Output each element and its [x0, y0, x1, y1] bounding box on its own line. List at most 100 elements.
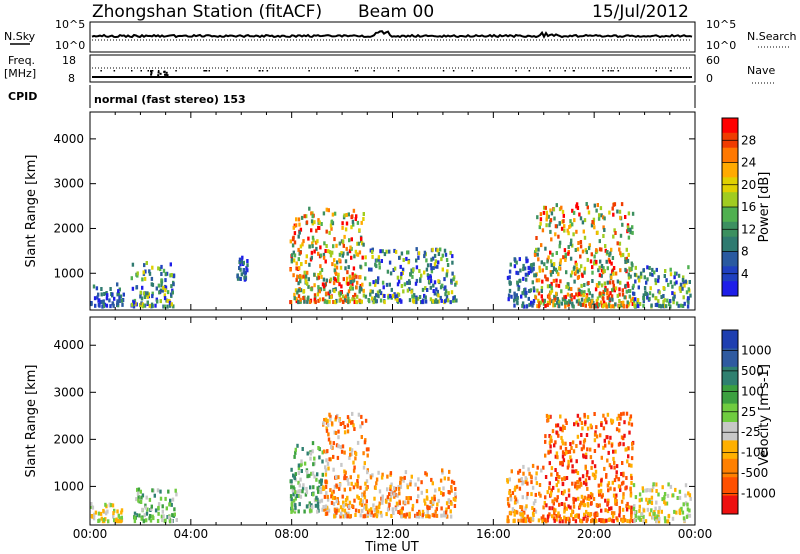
range-cell [604, 443, 607, 448]
colorbar-swatch [722, 207, 738, 223]
range-cell [94, 303, 97, 308]
range-cell [360, 220, 363, 225]
range-cell [645, 497, 648, 502]
range-cell [339, 505, 343, 510]
range-cell [350, 237, 353, 242]
range-cell [686, 502, 689, 507]
range-cell [525, 504, 528, 509]
range-cell [605, 473, 608, 477]
range-cell [400, 251, 404, 256]
range-cell [655, 296, 658, 301]
range-cell [339, 445, 342, 450]
range-cell [657, 299, 660, 304]
range-cell [293, 292, 296, 297]
range-cell [427, 505, 431, 510]
range-cell [542, 301, 546, 306]
range-cell [603, 216, 606, 221]
range-cell [369, 475, 373, 480]
range-cell [629, 274, 632, 279]
range-cell [417, 486, 420, 491]
range-cell [455, 298, 458, 303]
range-cell [551, 252, 554, 257]
range-cell [335, 243, 338, 248]
range-cell [431, 513, 434, 518]
range-cell [591, 265, 594, 270]
range-cell [369, 292, 372, 297]
range-cell [396, 493, 399, 498]
range-cell [157, 511, 160, 516]
range-cell [632, 483, 636, 488]
range-cell [347, 481, 350, 486]
range-cell [513, 295, 516, 299]
freq-dot [549, 70, 551, 72]
range-cell [313, 249, 316, 254]
range-cell [616, 416, 619, 421]
range-cell [325, 300, 329, 305]
range-cell [609, 435, 612, 440]
range-cell [299, 297, 302, 302]
range-cell [132, 304, 136, 309]
range-cell [440, 257, 443, 262]
range-cell [515, 270, 518, 275]
range-cell [615, 516, 618, 521]
range-cell [536, 288, 539, 293]
range-cell [597, 216, 601, 221]
range-cell [561, 441, 565, 446]
range-cell [568, 519, 571, 524]
range-cell [452, 298, 455, 303]
range-cell [610, 465, 613, 470]
range-cell [353, 297, 356, 302]
range-cell [555, 476, 558, 481]
range-cell [292, 485, 295, 490]
range-cell [347, 300, 350, 305]
range-cell [346, 270, 349, 275]
range-cell [440, 513, 443, 518]
range-cell [613, 487, 616, 492]
range-cell [375, 258, 378, 263]
range-cell [368, 299, 371, 304]
range-cell [588, 301, 591, 306]
range-cell [550, 263, 553, 268]
range-cell [630, 422, 634, 427]
range-cell [364, 481, 367, 486]
range-cell [616, 293, 619, 298]
range-cell [618, 422, 621, 426]
range-cell [586, 496, 589, 501]
range-cell [403, 282, 407, 287]
beam-label: Beam 00 [358, 2, 434, 22]
range-cell [308, 206, 311, 211]
range-cell [584, 303, 587, 308]
y-tick-label: 2000 [53, 221, 84, 235]
range-cell [343, 474, 347, 479]
range-cell [624, 486, 627, 491]
range-cell [506, 497, 510, 502]
range-cell [366, 510, 370, 515]
range-cell [603, 438, 606, 443]
range-cell [622, 515, 626, 519]
range-cell [307, 277, 310, 282]
range-cell [552, 300, 555, 305]
range-cell [425, 472, 428, 477]
range-cell [148, 303, 151, 308]
range-cell [297, 281, 300, 286]
range-cell [290, 259, 293, 264]
range-cell [142, 270, 145, 275]
freq-dot [166, 74, 169, 77]
range-cell [539, 300, 543, 305]
range-cell [510, 469, 513, 474]
range-cell [631, 446, 634, 451]
range-cell [618, 513, 621, 518]
range-cell [549, 272, 553, 277]
range-cell [551, 270, 554, 274]
range-cell [440, 298, 443, 303]
range-cell [586, 415, 590, 420]
freq-panel [89, 54, 696, 83]
range-cell [324, 465, 327, 470]
range-cell [556, 455, 559, 460]
range-cell [506, 515, 510, 520]
range-cell [404, 470, 408, 475]
range-cell [386, 487, 389, 492]
range-cell [317, 225, 320, 230]
range-cell [434, 264, 437, 269]
range-cell [324, 259, 327, 264]
